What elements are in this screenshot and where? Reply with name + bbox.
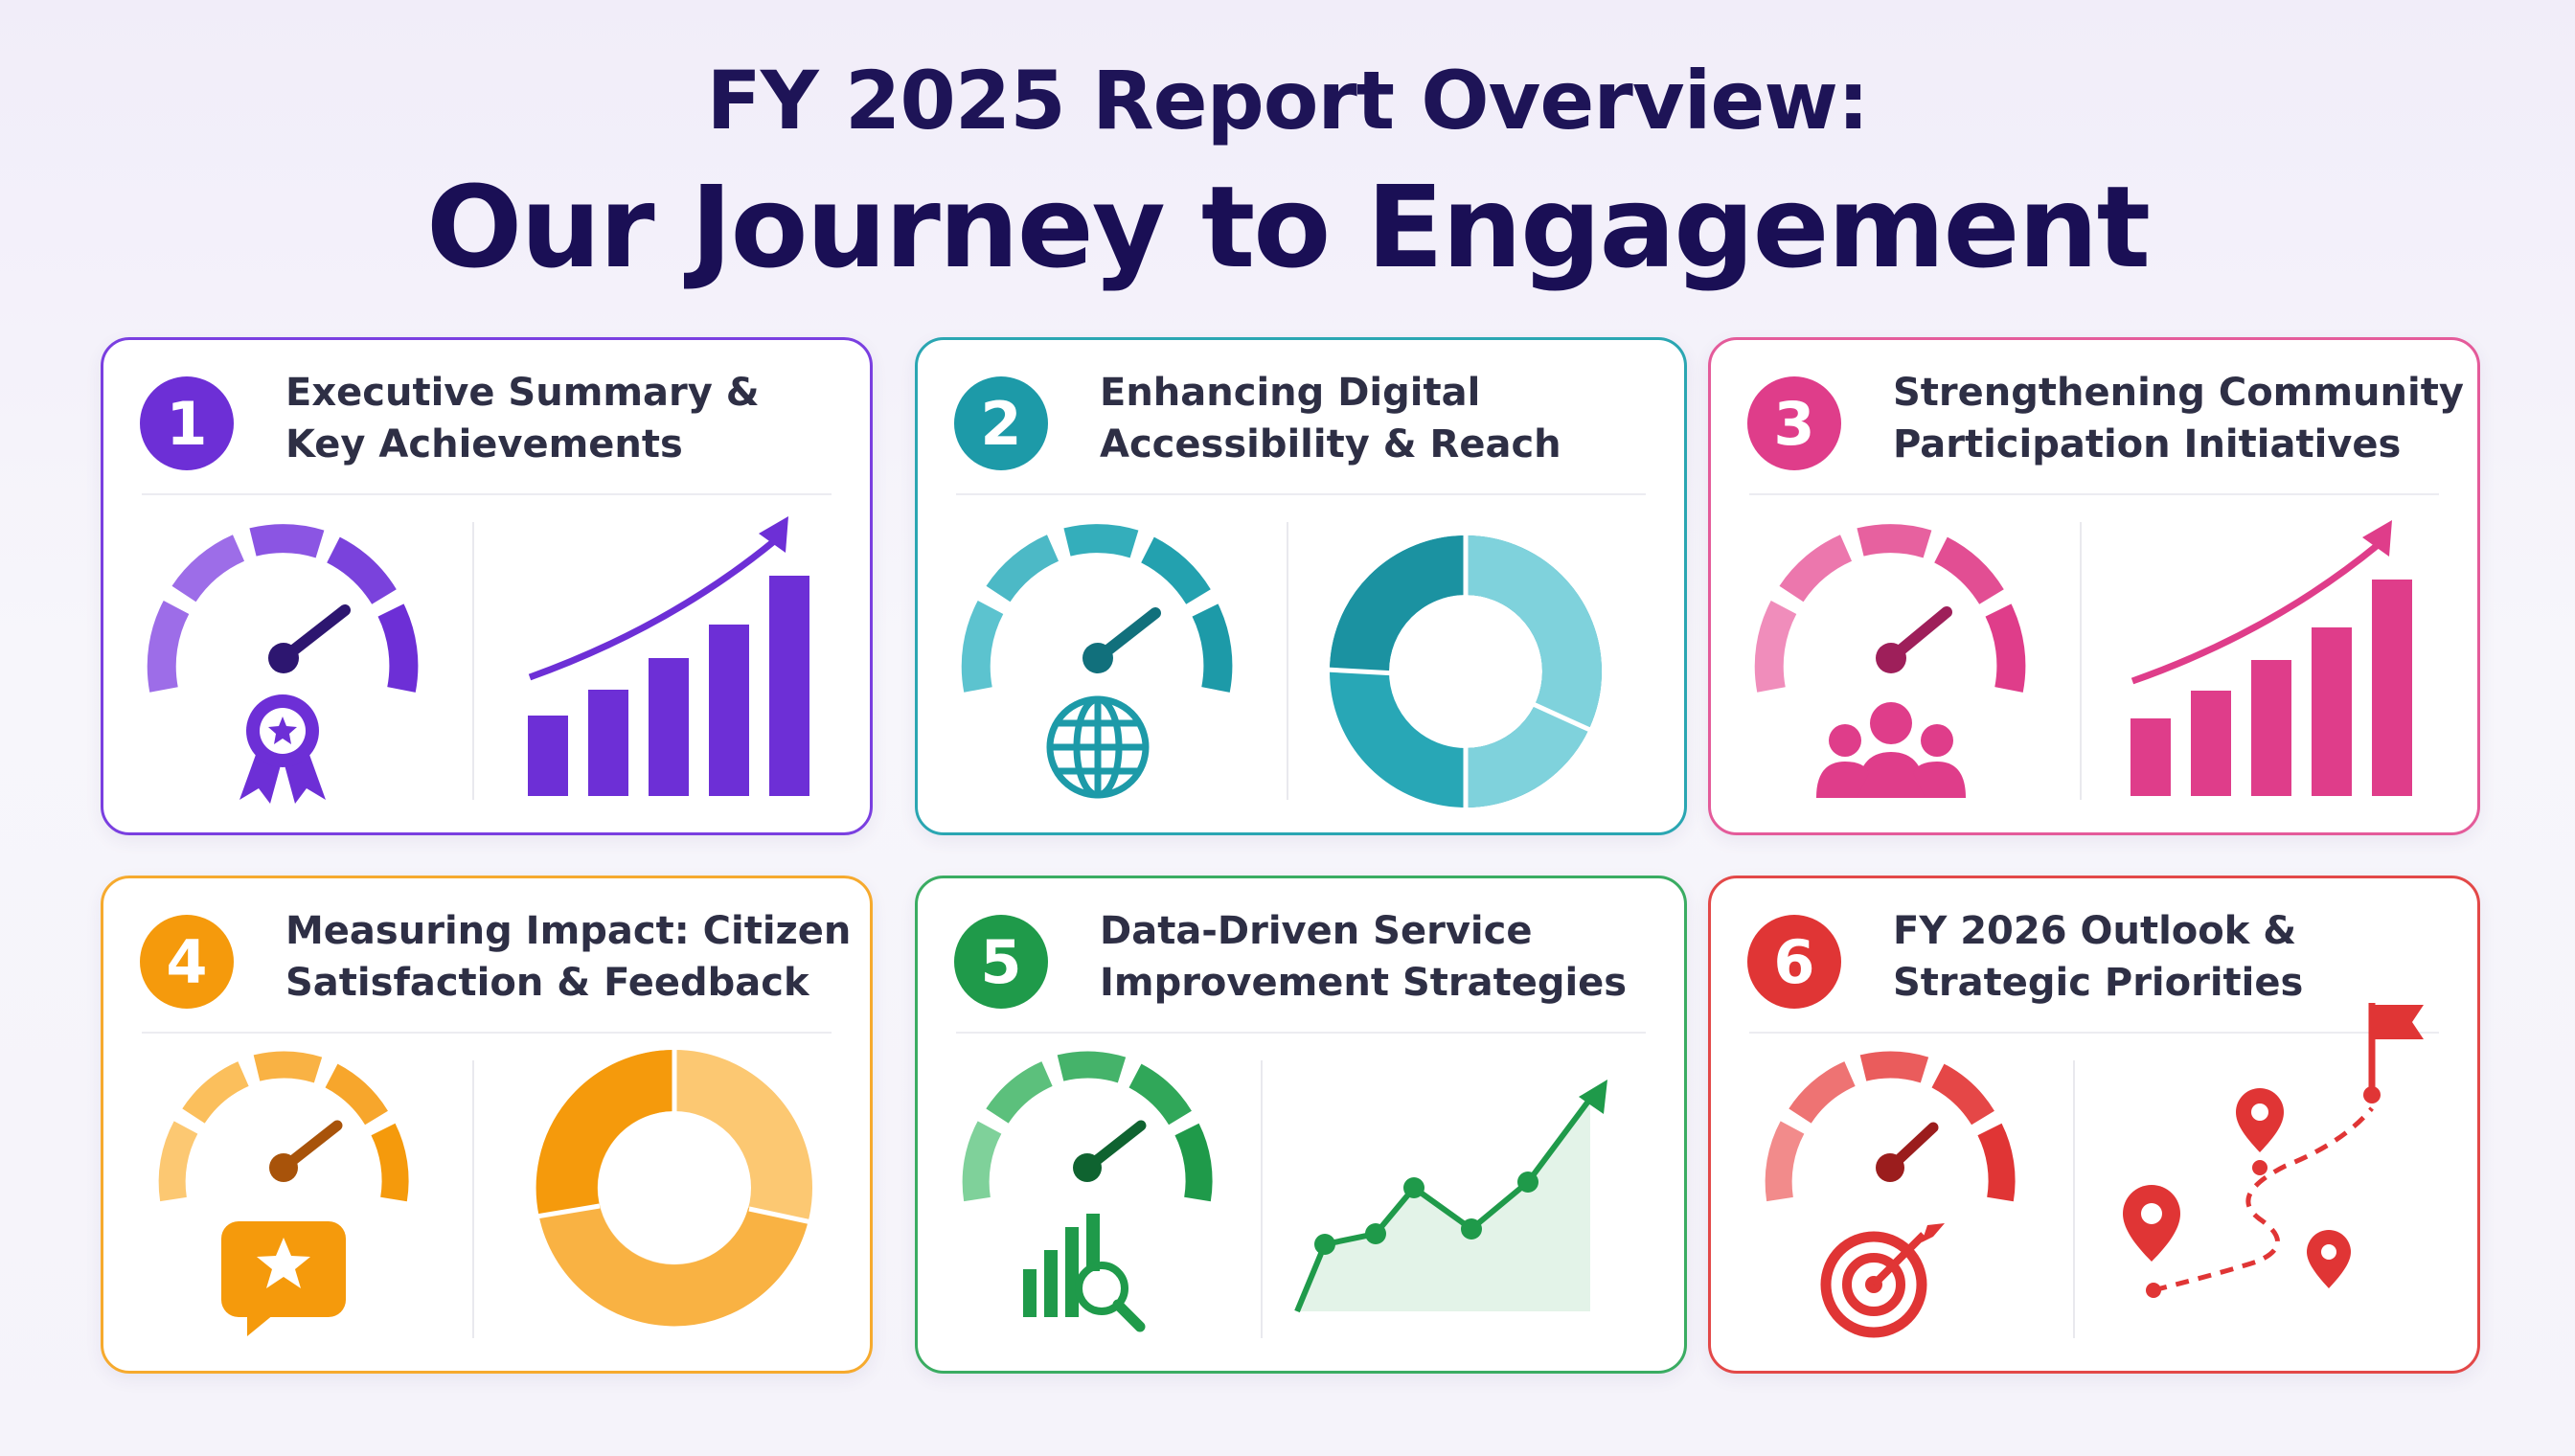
card-number-badge: 2 xyxy=(954,376,1048,470)
divider xyxy=(142,493,832,495)
page-title-line-2: Our Journey to Engagement xyxy=(426,161,2151,293)
divider xyxy=(472,522,474,800)
gauge-icon xyxy=(147,524,419,693)
divider xyxy=(142,1032,832,1034)
divider xyxy=(472,1060,474,1338)
card-number-badge: 1 xyxy=(140,376,234,470)
donut-chart xyxy=(1325,532,1603,811)
page-title-line-1: FY 2025 Report Overview: xyxy=(706,54,1869,148)
people-group-icon xyxy=(1816,702,1966,798)
card-title: Measuring Impact: Citizen Satisfaction &… xyxy=(285,909,852,1005)
rising-bar-chart xyxy=(2131,520,2412,796)
divider xyxy=(2080,522,2082,800)
divider xyxy=(1287,522,1288,800)
card-community-participation: 3 Strengthening Community Participation … xyxy=(1708,337,2480,835)
card-title: Enhancing Digital Accessibility & Reach xyxy=(1100,371,1561,466)
card-number-badge: 3 xyxy=(1747,376,1841,470)
target-arrow-icon xyxy=(1820,1223,1945,1338)
divider xyxy=(1749,493,2439,495)
globe-icon xyxy=(1046,695,1150,799)
card-executive-summary: 1 Executive Summary & Key Achievements xyxy=(101,337,873,835)
rising-bar-chart xyxy=(528,516,809,796)
card-title: Data-Driven Service Improvement Strategi… xyxy=(1100,909,1628,1005)
gauge-icon xyxy=(1754,524,2026,693)
card-title: Strengthening Community Participation In… xyxy=(1893,371,2464,466)
bar-chart-magnifier-icon xyxy=(1023,1214,1146,1332)
card-fy2026-outlook: 6 FY 2026 Outlook & Strategic Priorities xyxy=(1708,876,2480,1374)
card-data-driven-service: 5 Data-Driven Service Improvement Strate… xyxy=(915,876,1687,1374)
gauge-icon xyxy=(962,1051,1213,1202)
donut-chart xyxy=(530,1047,817,1327)
gauge-icon xyxy=(961,524,1233,693)
card-measuring-impact: 4 Measuring Impact: Citizen Satisfaction… xyxy=(101,876,873,1374)
gauge-icon xyxy=(1765,1051,2016,1202)
divider xyxy=(2073,1060,2075,1338)
card-number-badge: 5 xyxy=(954,915,1048,1009)
star-speech-bubble-icon xyxy=(221,1221,346,1336)
card-digital-accessibility: 2 Enhancing Digital Accessibility & Reac… xyxy=(915,337,1687,835)
card-title: Executive Summary & Key Achievements xyxy=(285,371,760,466)
roadmap-pins xyxy=(2123,1003,2424,1298)
divider xyxy=(1749,1032,2439,1034)
card-number-badge: 4 xyxy=(140,915,234,1009)
gauge-icon xyxy=(158,1051,409,1202)
card-title: FY 2026 Outlook & Strategic Priorities xyxy=(1893,909,2304,1005)
divider xyxy=(1261,1060,1263,1338)
card-number-badge: 6 xyxy=(1747,915,1841,1009)
divider xyxy=(956,1032,1646,1034)
divider xyxy=(956,493,1646,495)
line-area-chart xyxy=(1294,1080,1607,1313)
award-ribbon-icon xyxy=(239,694,326,804)
